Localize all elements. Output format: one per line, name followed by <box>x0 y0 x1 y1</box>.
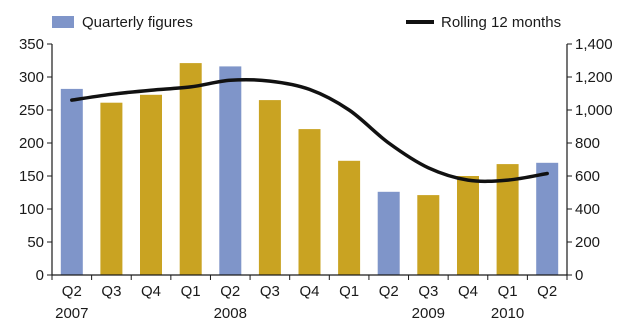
bar-2 <box>100 102 123 275</box>
year-label: 2008 <box>214 305 247 320</box>
y-right-tick-label: 0 <box>575 267 583 284</box>
x-tick-label: Q2 <box>62 283 82 300</box>
x-tick-label: Q3 <box>260 283 280 300</box>
x-tick-label: Q3 <box>418 283 438 300</box>
x-tick-label: Q2 <box>537 283 557 300</box>
legend: Quarterly figures Rolling 12 months <box>52 14 561 31</box>
x-tick-label: Q2 <box>379 283 399 300</box>
y-left-tick-label: 200 <box>19 135 44 152</box>
x-tick-label: Q4 <box>299 283 319 300</box>
bar-11 <box>457 176 479 275</box>
year-label: 2009 <box>412 305 445 320</box>
bar-9 <box>377 191 400 275</box>
bar-3 <box>140 94 162 275</box>
rolling-12-months-line <box>70 77 549 184</box>
y-left-tick-label: 250 <box>19 102 44 119</box>
y-left-tick-label: 100 <box>19 201 44 218</box>
bar-8 <box>338 160 361 275</box>
y-left-tick-label: 300 <box>19 69 44 86</box>
x-tick-label: Q2 <box>220 283 240 300</box>
bar-10 <box>417 195 440 275</box>
year-label: 2010 <box>491 305 524 320</box>
bar-7 <box>298 129 321 275</box>
bar-4 <box>179 63 202 275</box>
legend-label-quarterly: Quarterly figures <box>82 14 193 31</box>
bar-1 <box>60 88 83 276</box>
bar-6 <box>258 100 281 275</box>
bar-12 <box>496 164 519 275</box>
plot-area: 0 50 100 150 200 250 300 350 0 200 400 600 800 1,000 1… <box>19 36 613 320</box>
y-right-tick-label: 600 <box>575 168 600 185</box>
x-tick-label: Q4 <box>458 283 478 300</box>
y-right-tick-label: 400 <box>575 201 600 218</box>
year-label: 2007 <box>55 305 88 320</box>
bar-13 <box>536 162 559 275</box>
y-right-tick-label: 200 <box>575 234 600 251</box>
legend-label-rolling: Rolling 12 months <box>441 14 561 31</box>
y-left-tick-label: 150 <box>19 168 44 185</box>
y-right-tick-label: 800 <box>575 135 600 152</box>
y-left-tick-label: 0 <box>36 267 44 284</box>
y-right-tick-label: 1,400 <box>575 36 613 53</box>
bar-5 <box>219 66 242 276</box>
x-tick-label: Q1 <box>498 283 518 300</box>
x-tick-label: Q1 <box>181 283 201 300</box>
y-left-tick-label: 50 <box>27 234 44 251</box>
x-tick-label: Q4 <box>141 283 161 300</box>
y-right-tick-label: 1,000 <box>575 102 613 119</box>
x-tick-label: Q3 <box>101 283 121 300</box>
y-left-tick-label: 350 <box>19 36 44 53</box>
x-tick-label: Q1 <box>339 283 359 300</box>
legend-swatch-quarterly <box>52 16 74 28</box>
y-right-tick-label: 1,200 <box>575 69 613 86</box>
